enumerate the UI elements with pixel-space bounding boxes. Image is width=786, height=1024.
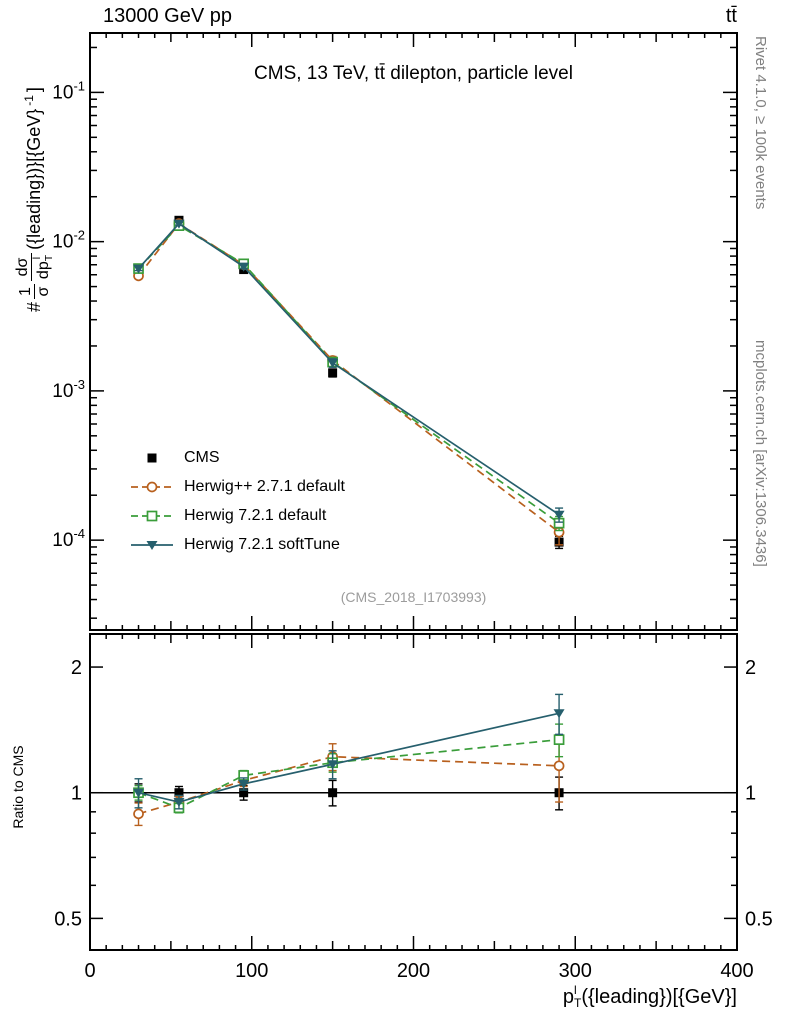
x-tick-label: 200 (397, 960, 430, 982)
legend-label: Herwig++ 2.7.1 default (184, 477, 345, 495)
legend-item-cms: CMS (129, 443, 345, 472)
ylabel-suffix-exponent: -1 (21, 95, 36, 106)
xlabel-superscript: l (573, 983, 577, 997)
ratio-series-herwig-7-2-1-softtune (133, 693, 565, 810)
x-tick-label: 400 (720, 960, 753, 982)
x-tick-label: 0 (84, 960, 95, 982)
xlabel-subscript: T (573, 996, 582, 1011)
process-label: tt̄ (725, 5, 737, 27)
legend-marker-herwig-2-7-1-default (131, 481, 173, 492)
ylabel-frac-dsigma-dpt: dσ dp l T (14, 252, 55, 282)
plot-title: CMS, 13 TeV, tt̄ dilepton, particle leve… (254, 63, 573, 84)
ratio-series-herwig-7-2-1-default (133, 723, 565, 814)
legend-marker-cms (147, 453, 157, 462)
ratio-y-tick-label: 2 (745, 657, 756, 679)
legend-item-herwig-7-2-1-softtune: Herwig 7.2.1 softTune (129, 530, 345, 559)
legend-label: Herwig 7.2.1 softTune (184, 535, 340, 553)
ratio-y-tick-label: 2 (71, 657, 82, 679)
legend-marker-herwig-7-2-1-softtune (131, 540, 173, 550)
analysis-id-watermark: (CMS_2018_I1703993) (340, 589, 487, 605)
legend: CMS Herwig++ 2.7.1 default Herwig 7.2.1 de… (129, 443, 345, 559)
legend-marker-herwig-7-2-1-default (131, 510, 173, 521)
main-series-herwig-7-2-1-softtune (133, 219, 565, 523)
main-y-tick-label: 10-4 (52, 526, 85, 551)
ylabel-prefix: # (24, 301, 45, 312)
ylabel-suffix: ({leading})}[{GeV} (24, 108, 45, 250)
ratio-y-axis-label: Ratio to CMS (10, 745, 26, 829)
rivet-version-label: Rivet 4.1.0, ≥ 100k events (752, 36, 769, 210)
main-y-tick-label: 10-3 (52, 377, 85, 402)
ratio-y-tick-label: 1 (745, 783, 756, 805)
beam-energy-label: 13000 GeV pp (103, 5, 232, 27)
ratio-series-herwig-2-7-1-default (133, 734, 565, 827)
ylabel-suffix-close: ] (24, 87, 45, 93)
main-y-axis-label: # 1 σ dσ dp l T ({leading})}[{GeV} -1 ] (14, 20, 55, 312)
ylabel-den-subscript: T (42, 254, 55, 262)
axes: 10-1 10-2 10-3 10-4 0.5 0.5 1 1 2 2 0 100 200 300 400 (52, 32, 773, 982)
mcplots-credit-label: mcplots.cern.ch [arXiv:1306.3436] (752, 340, 769, 567)
ratio-y-tick-label: 0.5 (54, 908, 82, 930)
x-tick-label: 100 (235, 960, 268, 982)
ratio-y-tick-label: 1 (71, 783, 82, 805)
legend-label: Herwig 7.2.1 default (184, 506, 327, 524)
x-tick-label: 300 (559, 960, 592, 982)
legend-item-herwig-2-7-1-default: Herwig++ 2.7.1 default (129, 472, 345, 501)
ratio-y-tick-label: 0.5 (745, 908, 773, 930)
x-axis-label: p l T ({leading})[{GeV}] (562, 983, 737, 1011)
main-y-tick-label: 10-1 (52, 78, 85, 103)
main-y-tick-label: 10-2 (52, 228, 85, 253)
legend-item-herwig-7-2-1-default: Herwig 7.2.1 default (129, 501, 345, 530)
ylabel-frac-one-over-sigma: 1 σ (16, 284, 53, 299)
legend-label: CMS (184, 448, 220, 466)
